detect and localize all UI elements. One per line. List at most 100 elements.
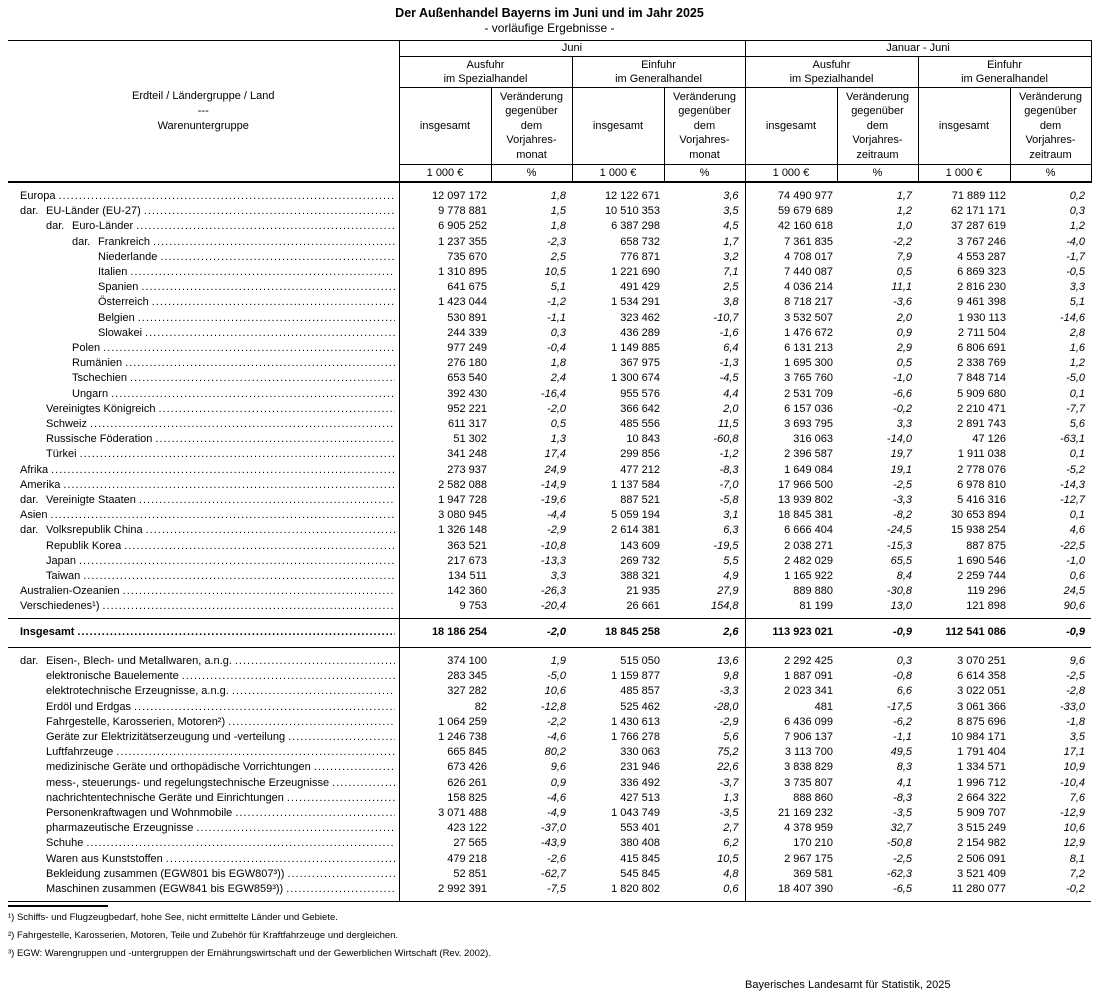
value-cell: 366 642 — [620, 402, 660, 415]
value-cell: 887 875 — [966, 539, 1006, 552]
unit-header-pct: % — [1009, 164, 1092, 183]
value-cell: 545 845 — [620, 867, 660, 880]
change-pct-cell: 1,0 — [896, 220, 912, 233]
value-cell: 17 966 500 — [744, 477, 837, 494]
value-cell: 3 061 366 — [957, 700, 1006, 713]
value-cell: 977 249 — [398, 341, 491, 357]
row-label: EU-Länder (EU-27) — [46, 205, 141, 218]
change-pct-cell: 4,9 — [723, 570, 739, 583]
value-cell: 13 939 802 — [744, 493, 837, 509]
change-pct-cell: 10,5 — [544, 266, 566, 279]
change-pct-cell: -5,2 — [1066, 463, 1086, 476]
value-cell: 388 321 — [620, 570, 660, 583]
row-label: mess-, steuerungs- und regelungstechnisc… — [46, 776, 330, 789]
value-cell: 6 614 358 — [957, 670, 1006, 683]
change-pct-cell: -14,3 — [1059, 478, 1086, 491]
dot-leader — [314, 760, 395, 775]
row-label-cell: Schuhe — [8, 836, 399, 851]
table-row: elektronische Bauelemente 283 345 -5,0 1 15… — [8, 669, 1091, 685]
value-cell: 18 845 381 — [744, 508, 837, 524]
footnote-rule — [8, 905, 108, 908]
value-cell: 244 339 — [398, 325, 491, 342]
dot-leader — [145, 326, 394, 341]
value-cell: 3 767 246 — [957, 235, 1006, 248]
period-header-januar-juni: Januar - Juni — [744, 40, 1092, 57]
change-pct-cell: 0,1 — [1069, 448, 1086, 461]
change-pct-cell: 2,5 — [550, 250, 566, 263]
value-cell: 3 022 051 — [957, 685, 1006, 698]
value-cell: 323 462 — [620, 311, 660, 324]
change-pct-cell: -7,0 — [719, 478, 739, 491]
row-label: Insgesamt — [20, 625, 75, 638]
change-pct-cell: 9,8 — [723, 670, 739, 683]
row-label: Waren aus Kunststoffen — [46, 852, 163, 865]
value-cell: 42 160 618 — [744, 219, 837, 235]
change-pct-cell: 2,4 — [550, 372, 566, 385]
table-row: Bekleidung zusammen (EGW801 bis EGW807³)… — [8, 866, 1091, 882]
value-cell: 18 845 258 — [572, 617, 664, 648]
row-label-cell: Insgesamt — [8, 617, 399, 648]
row-label: Niederlande — [98, 250, 158, 263]
change-pct-cell: 3,3 — [1069, 281, 1086, 294]
dot-leader — [51, 508, 395, 523]
change-pct-cell: -4,9 — [547, 806, 566, 819]
unit-header-value: 1 000 € — [744, 164, 838, 183]
change-pct-cell: -10,8 — [540, 539, 566, 552]
change-pct-cell: 75,2 — [717, 746, 739, 759]
change-pct-cell: 4,4 — [723, 387, 739, 400]
change-pct-cell: 7,2 — [1069, 867, 1086, 880]
change-pct-cell: 8,3 — [896, 761, 912, 774]
dot-leader — [125, 356, 394, 371]
row-label-cell: Japan — [8, 554, 399, 569]
change-pct-cell: -1,3 — [719, 357, 739, 370]
row-label-cell: Fahrgestelle, Karosserien, Motoren²) — [8, 715, 399, 730]
change-pct-cell: 13,0 — [890, 600, 912, 613]
footnotes: ¹) Schiffs- und Flugzeugbedarf, hohe See… — [8, 909, 1094, 963]
change-pct-cell: -0,4 — [547, 342, 566, 355]
dot-leader — [130, 265, 394, 280]
change-pct-cell: -3,5 — [893, 806, 912, 819]
value-cell: 1 791 404 — [957, 746, 1006, 759]
row-label: Polen — [72, 342, 101, 355]
table-row: nachrichtentechnische Geräte und Einrich… — [8, 790, 1091, 806]
value-cell: 3 693 795 — [744, 417, 837, 433]
row-label: Schweiz — [46, 418, 87, 431]
row-label-cell: Bekleidung zusammen (EGW801 bis EGW807³)… — [8, 867, 399, 882]
change-pct-cell: -8,2 — [893, 509, 912, 522]
value-cell: 59 679 689 — [744, 204, 837, 220]
change-pct-cell: -2,0 — [547, 402, 566, 415]
table-row: Italien 1 310 895 10,5 1 221 690 7,1 7 440 08… — [8, 265, 1091, 281]
value-cell: 15 938 254 — [950, 524, 1006, 537]
change-pct-cell: -24,5 — [886, 524, 912, 537]
change-pct-cell: 8,4 — [896, 570, 912, 583]
change-pct-cell: -1,2 — [547, 296, 566, 309]
value-cell: 6 387 298 — [611, 220, 660, 233]
table-row: Erdöl und Erdgas 82 -12,8 525 462 -28,0 481 -1… — [8, 699, 1091, 715]
value-cell: 611 317 — [398, 417, 491, 433]
table-row: Personenkraftwagen und Wohnmobile 3 071 4… — [8, 805, 1091, 822]
change-pct-cell: 4,5 — [723, 220, 739, 233]
value-cell: 1 911 038 — [957, 448, 1006, 461]
table-row: Luftfahrzeuge 665 845 80,2 330 063 75,2 3 113… — [8, 745, 1091, 761]
value-cell: 1 766 278 — [611, 730, 660, 743]
measure-header-change-month: Veränderung gegenüber dem Vorjahres- mon… — [490, 87, 573, 165]
change-pct-cell: -63,1 — [1059, 433, 1086, 446]
row-label: Volksrepublik China — [46, 524, 143, 537]
change-pct-cell: -4,6 — [547, 730, 566, 743]
change-pct-cell: -6,2 — [893, 715, 912, 728]
row-label-cell: Russische Föderation — [8, 432, 399, 447]
change-pct-cell: 1,8 — [550, 220, 566, 233]
value-cell: 2 396 587 — [744, 447, 837, 463]
dot-leader — [123, 584, 395, 599]
total-section: Insgesamt 18 186 254-2,018 845 2582,6113 … — [8, 617, 1092, 648]
change-pct-cell: -43,9 — [540, 837, 566, 850]
value-cell: 2 038 271 — [744, 538, 837, 554]
dot-leader — [153, 235, 395, 250]
value-cell: 330 063 — [620, 746, 660, 759]
unit-header-value: 1 000 € — [398, 164, 492, 183]
change-pct-cell: -60,8 — [713, 433, 739, 446]
change-pct-cell: 7,6 — [1069, 791, 1086, 804]
footnote-2: ²) Fahrgestelle, Karosserien, Motoren, T… — [8, 930, 399, 942]
value-cell: 479 218 — [398, 851, 491, 867]
value-cell: 1 149 885 — [611, 342, 660, 355]
